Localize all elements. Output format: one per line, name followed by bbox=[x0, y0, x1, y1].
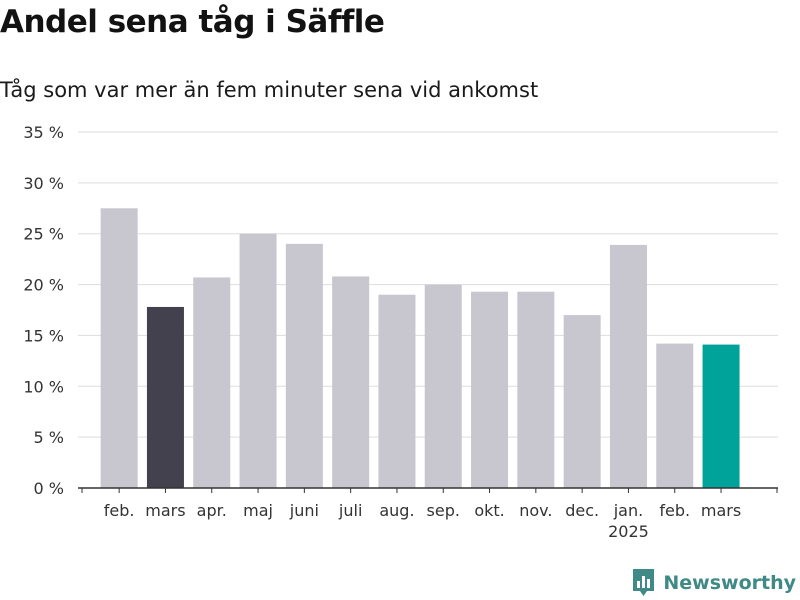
newsworthy-logo-icon bbox=[633, 569, 655, 596]
bar bbox=[471, 291, 509, 488]
x-tick-label: juni bbox=[289, 501, 319, 520]
bar bbox=[332, 276, 370, 488]
x-tick-label: apr. bbox=[197, 501, 227, 520]
y-tick-label: 25 % bbox=[23, 225, 64, 244]
bar bbox=[378, 294, 416, 488]
newsworthy-logo: Newsworthy bbox=[631, 568, 796, 598]
x-tick-label: jan. bbox=[613, 501, 643, 520]
bar bbox=[100, 208, 138, 489]
y-tick-label: 30 % bbox=[23, 174, 64, 193]
bar bbox=[609, 244, 647, 488]
y-tick-label: 5 % bbox=[34, 428, 64, 447]
y-tick-label: 10 % bbox=[23, 377, 64, 396]
x-tick-label: maj bbox=[243, 501, 273, 520]
chart-title: Andel sena tåg i Säffle bbox=[0, 4, 385, 40]
x-tick-label: feb. bbox=[659, 501, 690, 520]
bar bbox=[517, 291, 555, 488]
bar bbox=[656, 343, 694, 488]
bar bbox=[193, 277, 231, 488]
y-tick-label: 35 % bbox=[23, 123, 64, 142]
x-tick-label: sep. bbox=[427, 501, 460, 520]
x-tick-label: okt. bbox=[474, 501, 504, 520]
y-tick-label: 20 % bbox=[23, 276, 64, 295]
x-tick-label: juli bbox=[338, 501, 362, 520]
bar bbox=[702, 344, 740, 488]
x-tick-label: mars bbox=[145, 501, 185, 520]
bar bbox=[424, 284, 462, 488]
x-tick-label: dec. bbox=[565, 501, 599, 520]
y-tick-label: 15 % bbox=[23, 326, 64, 345]
chart-subtitle: Tåg som var mer än fem minuter sena vid … bbox=[0, 78, 539, 102]
bar bbox=[239, 233, 277, 488]
x-tick-label: mars bbox=[701, 501, 741, 520]
newsworthy-logo-text: Newsworthy bbox=[663, 572, 796, 594]
bar bbox=[285, 243, 323, 488]
x-tick-sublabel: 2025 bbox=[608, 522, 649, 541]
x-tick-label: feb. bbox=[104, 501, 135, 520]
bar bbox=[146, 306, 184, 488]
x-tick-label: nov. bbox=[519, 501, 552, 520]
y-tick-label: 0 % bbox=[34, 479, 64, 498]
bar bbox=[563, 315, 601, 488]
x-tick-label: aug. bbox=[379, 501, 414, 520]
